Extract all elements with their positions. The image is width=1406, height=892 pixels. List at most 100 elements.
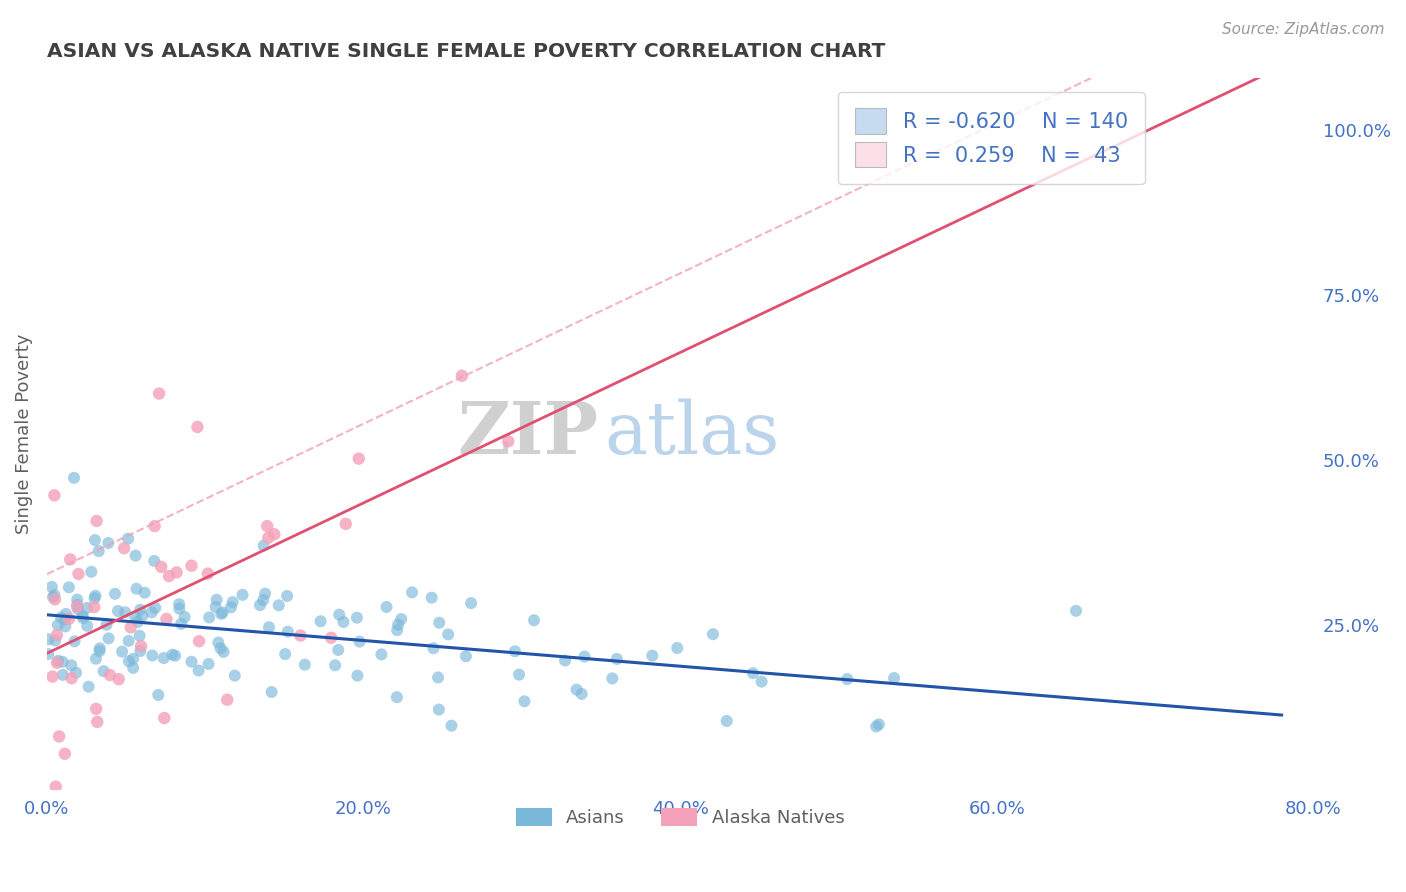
Point xyxy=(212,645,235,659)
Point xyxy=(375,599,398,614)
Point xyxy=(602,672,624,686)
Point xyxy=(180,558,202,573)
Point xyxy=(323,658,346,673)
Point xyxy=(420,591,443,605)
Point xyxy=(437,627,460,641)
Point xyxy=(141,648,163,663)
Point xyxy=(65,665,87,680)
Point xyxy=(122,652,145,666)
Point xyxy=(66,592,89,607)
Point xyxy=(118,654,141,668)
Point xyxy=(128,629,150,643)
Point xyxy=(131,609,153,624)
Point xyxy=(148,688,170,702)
Point xyxy=(401,585,423,599)
Point xyxy=(120,620,142,634)
Point xyxy=(66,598,89,612)
Point xyxy=(346,610,368,624)
Point xyxy=(513,694,536,708)
Point xyxy=(666,640,689,655)
Point xyxy=(59,552,82,566)
Point xyxy=(98,668,121,682)
Point xyxy=(837,672,859,686)
Point xyxy=(460,596,482,610)
Point xyxy=(41,670,63,684)
Point xyxy=(427,702,450,716)
Point xyxy=(53,747,76,761)
Point xyxy=(76,600,98,615)
Point xyxy=(188,634,211,648)
Point xyxy=(76,619,98,633)
Point xyxy=(197,566,219,581)
Point xyxy=(55,607,77,621)
Point xyxy=(112,541,135,556)
Point xyxy=(104,587,127,601)
Point xyxy=(742,666,765,681)
Point xyxy=(751,674,773,689)
Point xyxy=(77,680,100,694)
Point xyxy=(167,597,190,611)
Point xyxy=(84,651,107,665)
Point xyxy=(221,595,243,609)
Point xyxy=(440,719,463,733)
Point xyxy=(276,589,298,603)
Point xyxy=(155,612,177,626)
Point xyxy=(641,648,664,663)
Text: Source: ZipAtlas.com: Source: ZipAtlas.com xyxy=(1222,22,1385,37)
Point xyxy=(290,629,312,643)
Point xyxy=(422,641,444,656)
Point xyxy=(166,566,188,580)
Point xyxy=(127,615,149,629)
Point xyxy=(217,692,239,706)
Point xyxy=(89,644,111,658)
Point xyxy=(454,649,477,664)
Point xyxy=(385,690,408,705)
Point xyxy=(187,664,209,678)
Point xyxy=(80,565,103,579)
Point xyxy=(124,610,146,624)
Y-axis label: Single Female Poverty: Single Female Poverty xyxy=(15,334,32,534)
Point xyxy=(277,624,299,639)
Point xyxy=(66,599,89,614)
Point xyxy=(111,645,134,659)
Point xyxy=(152,651,174,665)
Point xyxy=(46,618,69,632)
Point xyxy=(48,730,70,744)
Point xyxy=(249,598,271,612)
Point xyxy=(51,655,73,669)
Point xyxy=(702,627,724,641)
Point xyxy=(129,639,152,653)
Point xyxy=(84,702,107,716)
Point xyxy=(332,615,354,629)
Point xyxy=(84,533,107,547)
Point xyxy=(254,587,277,601)
Point xyxy=(162,648,184,662)
Point xyxy=(86,514,108,528)
Point xyxy=(87,544,110,558)
Point xyxy=(209,641,232,656)
Point xyxy=(97,632,120,646)
Point xyxy=(309,615,332,629)
Point xyxy=(143,554,166,568)
Point xyxy=(370,648,392,662)
Point xyxy=(41,580,63,594)
Point xyxy=(84,589,107,603)
Point xyxy=(38,632,60,647)
Point xyxy=(60,671,83,685)
Point xyxy=(157,569,180,583)
Point xyxy=(42,590,65,604)
Point xyxy=(263,527,285,541)
Point xyxy=(67,566,90,581)
Point xyxy=(219,600,242,615)
Point xyxy=(274,647,297,661)
Point xyxy=(204,599,226,614)
Point xyxy=(143,600,166,615)
Point xyxy=(83,591,105,606)
Point xyxy=(205,592,228,607)
Point xyxy=(44,488,66,502)
Point xyxy=(129,603,152,617)
Point xyxy=(148,386,170,401)
Point xyxy=(170,616,193,631)
Point xyxy=(129,644,152,658)
Point xyxy=(385,623,408,637)
